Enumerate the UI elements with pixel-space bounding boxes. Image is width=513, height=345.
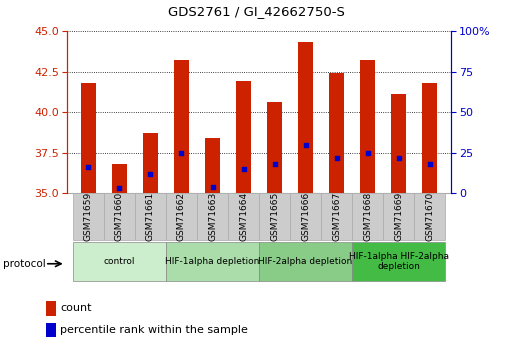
Text: HIF-1alpha depletion: HIF-1alpha depletion: [165, 257, 260, 266]
Text: HIF-2alpha depletion: HIF-2alpha depletion: [259, 257, 353, 266]
Text: GSM71659: GSM71659: [84, 192, 93, 241]
FancyBboxPatch shape: [321, 193, 352, 240]
FancyBboxPatch shape: [352, 241, 445, 281]
Bar: [329, 73, 344, 193]
Text: GSM71663: GSM71663: [208, 192, 217, 241]
FancyBboxPatch shape: [73, 241, 166, 281]
Text: GSM71661: GSM71661: [146, 192, 155, 241]
Bar: [236, 81, 251, 193]
Bar: [267, 102, 282, 193]
Text: GSM71669: GSM71669: [394, 192, 403, 241]
Point: [302, 142, 310, 147]
Bar: [174, 60, 189, 193]
Point: [84, 165, 92, 170]
Point: [115, 186, 124, 191]
Bar: [205, 138, 220, 193]
Text: control: control: [104, 257, 135, 266]
Point: [240, 166, 248, 171]
Text: GSM71660: GSM71660: [115, 192, 124, 241]
FancyBboxPatch shape: [383, 193, 414, 240]
Text: GSM71667: GSM71667: [332, 192, 341, 241]
Text: GSM71662: GSM71662: [177, 192, 186, 241]
FancyBboxPatch shape: [259, 193, 290, 240]
Text: GDS2761 / GI_42662750-S: GDS2761 / GI_42662750-S: [168, 5, 345, 18]
FancyBboxPatch shape: [197, 193, 228, 240]
Text: GSM71666: GSM71666: [301, 192, 310, 241]
Bar: [112, 164, 127, 193]
Text: count: count: [60, 303, 92, 313]
Point: [426, 161, 434, 167]
Point: [146, 171, 154, 177]
FancyBboxPatch shape: [166, 241, 259, 281]
FancyBboxPatch shape: [104, 193, 135, 240]
Text: HIF-1alpha HIF-2alpha
depletion: HIF-1alpha HIF-2alpha depletion: [349, 252, 449, 271]
Bar: [81, 83, 96, 193]
Point: [394, 155, 403, 160]
Bar: [360, 60, 376, 193]
Bar: [298, 42, 313, 193]
Text: protocol: protocol: [3, 259, 45, 269]
FancyBboxPatch shape: [352, 193, 383, 240]
Point: [177, 150, 186, 155]
Text: GSM71664: GSM71664: [239, 192, 248, 241]
Text: GSM71668: GSM71668: [363, 192, 372, 241]
Point: [270, 161, 279, 167]
FancyBboxPatch shape: [414, 193, 445, 240]
Point: [332, 155, 341, 160]
Bar: [391, 94, 406, 193]
Bar: [143, 133, 158, 193]
Point: [364, 150, 372, 155]
Text: GSM71670: GSM71670: [425, 192, 434, 241]
Bar: [422, 83, 438, 193]
FancyBboxPatch shape: [290, 193, 321, 240]
FancyBboxPatch shape: [259, 241, 352, 281]
FancyBboxPatch shape: [166, 193, 197, 240]
Point: [208, 184, 216, 189]
FancyBboxPatch shape: [135, 193, 166, 240]
Text: GSM71665: GSM71665: [270, 192, 279, 241]
FancyBboxPatch shape: [73, 193, 104, 240]
Bar: [46, 301, 56, 316]
FancyBboxPatch shape: [228, 193, 259, 240]
Text: percentile rank within the sample: percentile rank within the sample: [60, 325, 248, 335]
Bar: [46, 323, 56, 337]
